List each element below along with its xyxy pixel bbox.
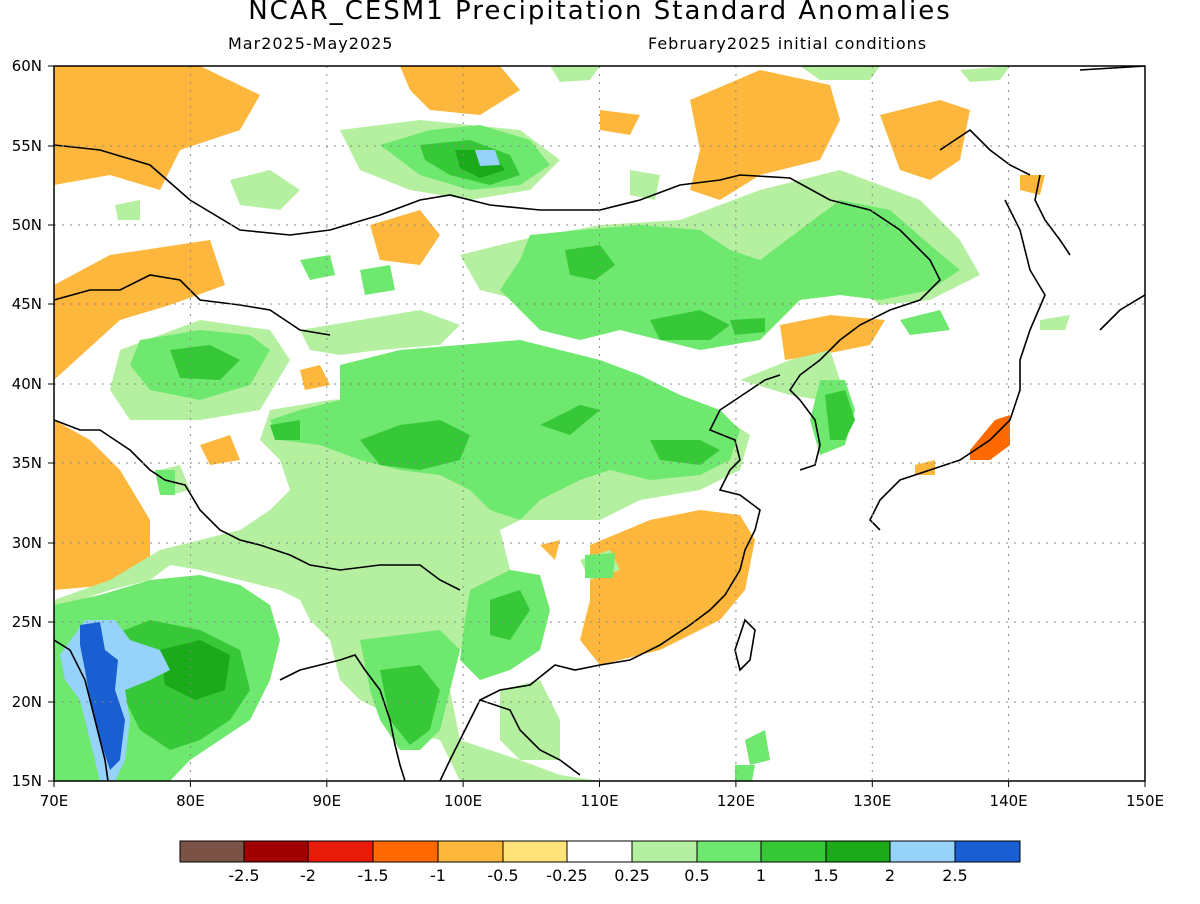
lon-label: 130E — [853, 792, 891, 810]
lat-label: 20N — [12, 693, 42, 711]
colorbar-swatch — [631, 840, 698, 863]
lat-label: 30N — [12, 534, 42, 552]
lon-label: 140E — [990, 792, 1028, 810]
lat-label: 40N — [12, 375, 42, 393]
latitude-labels: 15N 20N 25N 30N 35N 40N 45N 50N 55N 60N — [12, 57, 42, 790]
colorbar-swatch — [566, 840, 633, 863]
lon-label: 90E — [313, 792, 342, 810]
lat-label: 25N — [12, 613, 42, 631]
colorbar-swatch — [437, 840, 504, 863]
colorbar — [179, 840, 1021, 863]
lat-label: 55N — [12, 137, 42, 155]
lon-label: 150E — [1126, 792, 1164, 810]
initial-conditions-label: February2025 initial conditions — [648, 34, 928, 53]
lon-label: 120E — [717, 792, 755, 810]
lat-label: 35N — [12, 454, 42, 472]
colorbar-swatch — [760, 840, 827, 863]
colorbar-swatch — [307, 840, 374, 863]
season-label: Mar2025-May2025 — [228, 34, 394, 53]
colorbar-label: 0.25 — [614, 866, 650, 885]
map-title: NCAR_CESM1 Precipitation Standard Anomal… — [248, 0, 952, 26]
colorbar-label: -1.5 — [357, 866, 388, 885]
longitude-labels: 70E 80E 90E 100E 110E 120E 130E 140E 150… — [40, 792, 1164, 810]
colorbar-label: 2.5 — [942, 866, 967, 885]
colorbar-label: 2 — [885, 866, 895, 885]
lon-label: 110E — [580, 792, 618, 810]
lat-label: 45N — [12, 295, 42, 313]
extreme-positive-regions — [80, 622, 125, 770]
colorbar-label: -1 — [430, 866, 446, 885]
lon-label: 70E — [40, 792, 69, 810]
lat-label: 15N — [12, 772, 42, 790]
colorbar-swatch — [179, 840, 245, 863]
graticule — [54, 66, 1145, 781]
colorbar-label: 1.5 — [813, 866, 838, 885]
colorbar-label: 0.5 — [684, 866, 709, 885]
colorbar-swatch — [502, 840, 568, 863]
lat-label: 50N — [12, 216, 42, 234]
colorbar-swatch — [825, 840, 891, 863]
colorbar-swatch — [372, 840, 439, 863]
axis-ticks — [48, 65, 1146, 787]
colorbar-labels: -2.5 -2 -1.5 -1 -0.5 -0.25 0.25 0.5 1 1.… — [228, 866, 967, 885]
colorbar-label: -2 — [300, 866, 316, 885]
lon-label: 80E — [176, 792, 205, 810]
anomaly-fill — [54, 66, 1145, 781]
colorbar-label: -0.25 — [546, 866, 587, 885]
colorbar-label: -2.5 — [228, 866, 259, 885]
colorbar-swatch — [889, 840, 956, 863]
colorbar-swatch — [696, 840, 762, 863]
colorbar-label: -0.5 — [487, 866, 518, 885]
colorbar-label: 1 — [756, 866, 766, 885]
lat-label: 60N — [12, 57, 42, 75]
coastlines — [54, 66, 1145, 781]
colorbar-swatch — [243, 840, 309, 863]
colorbar-swatch — [954, 840, 1021, 863]
lon-label: 100E — [444, 792, 482, 810]
